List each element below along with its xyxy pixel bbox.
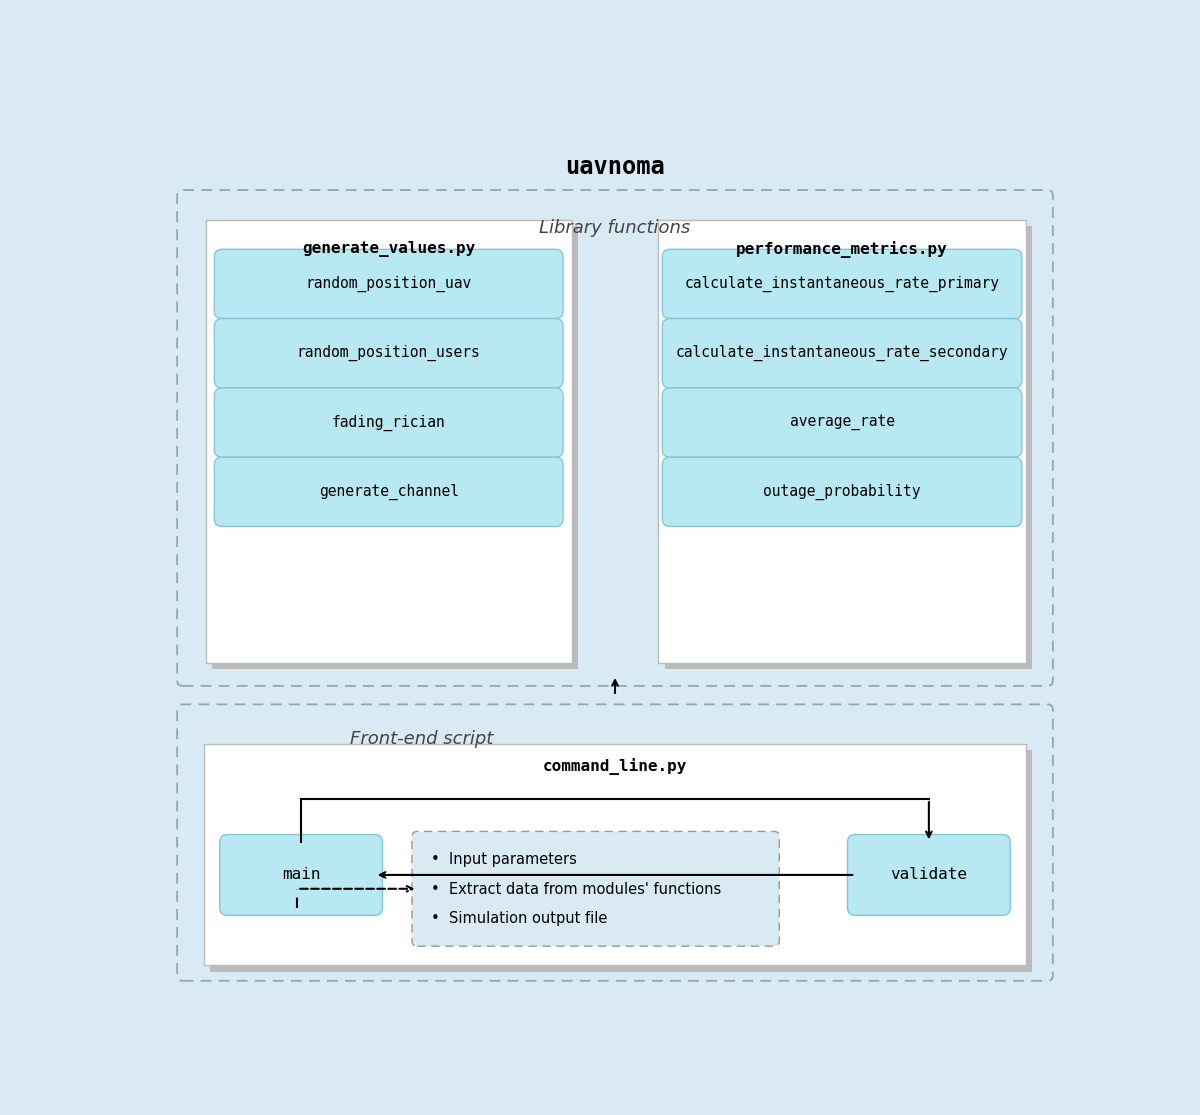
- FancyBboxPatch shape: [215, 250, 563, 319]
- FancyBboxPatch shape: [662, 250, 1022, 319]
- Text: outage_probability: outage_probability: [763, 484, 920, 500]
- Text: •  Input parameters: • Input parameters: [431, 852, 577, 867]
- FancyBboxPatch shape: [204, 744, 1026, 966]
- Text: calculate_instantaneous_rate_secondary: calculate_instantaneous_rate_secondary: [676, 346, 1008, 361]
- FancyBboxPatch shape: [847, 834, 1010, 915]
- FancyBboxPatch shape: [215, 319, 563, 388]
- Text: random_position_users: random_position_users: [296, 346, 480, 361]
- Text: Front-end script: Front-end script: [349, 730, 493, 748]
- Text: random_position_uav: random_position_uav: [306, 275, 472, 292]
- Text: •  Extract data from modules' functions: • Extract data from modules' functions: [431, 882, 721, 896]
- Text: validate: validate: [890, 867, 967, 882]
- FancyBboxPatch shape: [662, 319, 1022, 388]
- Text: command_line.py: command_line.py: [542, 758, 688, 775]
- FancyBboxPatch shape: [178, 705, 1052, 981]
- FancyBboxPatch shape: [178, 190, 1052, 686]
- FancyBboxPatch shape: [210, 749, 1032, 971]
- FancyBboxPatch shape: [662, 457, 1022, 526]
- Text: average_rate: average_rate: [790, 415, 894, 430]
- FancyBboxPatch shape: [659, 220, 1026, 662]
- Text: performance_metrics.py: performance_metrics.py: [736, 241, 948, 258]
- Text: •  Simulation output file: • Simulation output file: [431, 911, 607, 925]
- Text: calculate_instantaneous_rate_primary: calculate_instantaneous_rate_primary: [684, 275, 1000, 292]
- FancyBboxPatch shape: [212, 226, 578, 669]
- Text: main: main: [282, 867, 320, 882]
- FancyBboxPatch shape: [220, 834, 383, 915]
- Text: generate_values.py: generate_values.py: [302, 241, 475, 258]
- FancyBboxPatch shape: [206, 220, 571, 662]
- FancyBboxPatch shape: [665, 226, 1032, 669]
- Text: uavnoma: uavnoma: [565, 155, 665, 178]
- Text: Library functions: Library functions: [539, 219, 691, 236]
- FancyBboxPatch shape: [662, 388, 1022, 457]
- FancyBboxPatch shape: [215, 388, 563, 457]
- Text: fading_rician: fading_rician: [332, 415, 445, 430]
- FancyBboxPatch shape: [412, 832, 779, 947]
- Text: generate_channel: generate_channel: [319, 484, 458, 500]
- FancyBboxPatch shape: [215, 457, 563, 526]
